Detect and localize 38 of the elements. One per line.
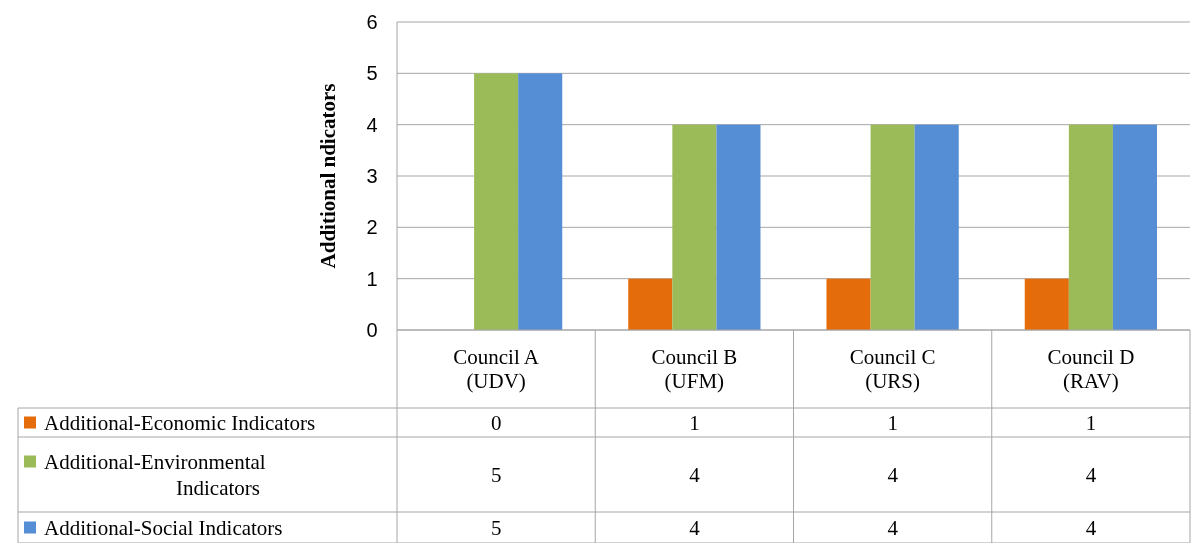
data-label: 4 bbox=[887, 515, 899, 540]
bar bbox=[672, 124, 717, 330]
legend-label: Additional-Economic Indicators bbox=[44, 410, 316, 435]
y-tick-label: 2 bbox=[366, 216, 378, 239]
x-tick-label: Council B (UFM) bbox=[651, 345, 738, 394]
data-label: 1 bbox=[689, 410, 700, 435]
data-label: 4 bbox=[689, 462, 701, 487]
bar bbox=[474, 73, 519, 330]
data-label: 4 bbox=[1085, 462, 1097, 487]
y-axis-title: Additional ndicators bbox=[316, 83, 340, 269]
y-tick-label: 6 bbox=[366, 11, 378, 33]
bar bbox=[628, 278, 673, 330]
data-label: 1 bbox=[1085, 410, 1097, 435]
data-label: 4 bbox=[887, 462, 899, 487]
y-tick-label: 4 bbox=[366, 113, 378, 136]
x-tick-label: Council A (UDV) bbox=[453, 345, 540, 394]
legend-label: Additional-Environmental Indicators bbox=[44, 449, 266, 500]
bar bbox=[914, 124, 959, 330]
data-label: 4 bbox=[689, 515, 701, 540]
bar bbox=[1024, 278, 1069, 330]
y-tick-label: 0 bbox=[366, 319, 378, 341]
bar bbox=[518, 73, 563, 330]
bar bbox=[870, 124, 915, 330]
data-label: 1 bbox=[887, 410, 898, 435]
y-tick-label: 1 bbox=[366, 267, 378, 290]
bar bbox=[1112, 124, 1157, 330]
bar bbox=[1068, 124, 1113, 330]
bar bbox=[826, 278, 871, 330]
y-tick-label: 3 bbox=[366, 165, 378, 187]
y-tick-label: 5 bbox=[366, 62, 378, 85]
data-label: 5 bbox=[490, 462, 502, 487]
bar bbox=[716, 124, 761, 330]
data-label: 5 bbox=[490, 515, 502, 540]
legend-label: Additional-Social Indicators bbox=[44, 515, 283, 540]
x-tick-label: Council C (URS) bbox=[849, 345, 936, 394]
data-label: 4 bbox=[1085, 515, 1097, 540]
data-label: 0 bbox=[490, 410, 502, 435]
x-tick-label: Council D (RAV) bbox=[1047, 345, 1135, 394]
